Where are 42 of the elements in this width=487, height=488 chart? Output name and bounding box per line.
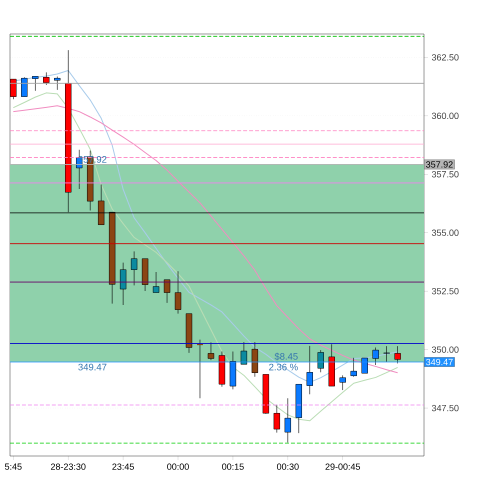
y-tick-label: 350.00 xyxy=(432,346,459,353)
annotation: 349.47 xyxy=(78,364,106,370)
y-tick-label: 360.00 xyxy=(432,112,459,120)
candlestick xyxy=(240,342,248,365)
candlestick xyxy=(252,342,258,378)
candlestick xyxy=(32,76,38,92)
candlestick xyxy=(350,358,357,378)
candlestick xyxy=(306,346,314,395)
x-tick-label: 00:30 xyxy=(276,464,299,470)
y-tick-label: 362.50 xyxy=(432,54,459,61)
x-tick-label: 28-23:30 xyxy=(50,464,86,470)
candlestick xyxy=(54,76,60,90)
candlestick xyxy=(43,72,50,86)
candlestick xyxy=(174,271,182,314)
annotation: $8.45 xyxy=(274,352,298,360)
candlestick xyxy=(284,398,292,443)
candlestick xyxy=(394,346,401,364)
y-tick-label: 347.50 xyxy=(432,404,459,412)
candlestick xyxy=(318,350,324,373)
candlestick xyxy=(196,339,204,399)
candlestick xyxy=(372,347,379,366)
x-tick-label: 23:45 xyxy=(112,464,134,470)
candlestick xyxy=(340,375,346,390)
candlestick xyxy=(164,279,170,304)
x-tick-label: 00:15 xyxy=(222,464,244,470)
y-tick-label: 357.50 xyxy=(432,171,459,178)
y-tick-label: 355.00 xyxy=(432,230,459,236)
candlestick xyxy=(361,358,368,374)
x-tick-label: 29-00:45 xyxy=(325,464,360,470)
ref-line-label: 357.92 xyxy=(426,161,453,168)
y-tick-label: 352.50 xyxy=(432,288,459,294)
candlestick xyxy=(274,404,280,433)
ref-line-label: 349.47 xyxy=(426,358,453,366)
x-tick-label: 00:00 xyxy=(167,464,189,470)
candlestick xyxy=(130,251,138,286)
candlestick xyxy=(208,342,214,360)
candlestick xyxy=(152,272,160,293)
candlestick xyxy=(120,262,126,306)
candlestick xyxy=(21,76,28,97)
candlestick xyxy=(383,346,390,362)
annotation: 2.36 % xyxy=(269,364,298,370)
x-tick-label: 5:45 xyxy=(4,464,22,470)
